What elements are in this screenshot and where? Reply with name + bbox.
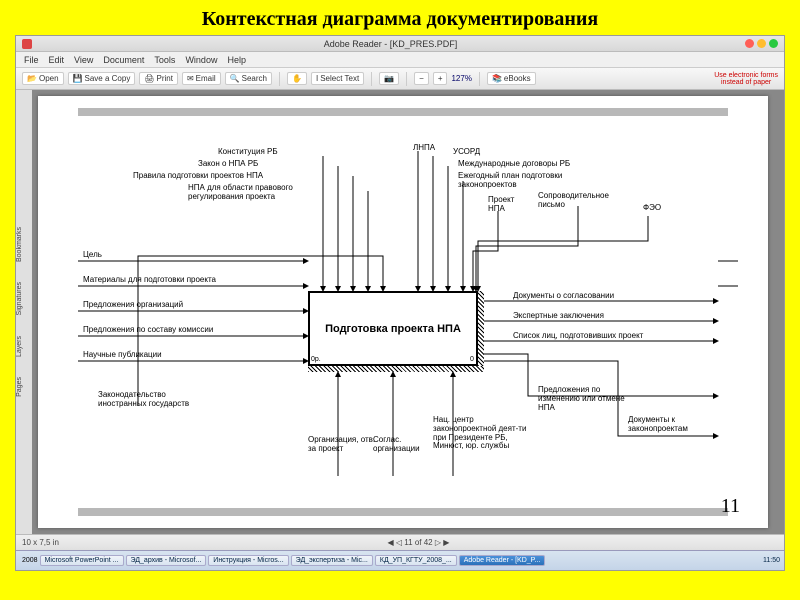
control-label: ЛНПА bbox=[413, 144, 435, 153]
page-number: 11 bbox=[721, 495, 740, 518]
titlebar: Adobe Reader - [KD_PRES.PDF] bbox=[16, 36, 784, 52]
clock: 11:50 bbox=[763, 557, 780, 564]
open-button[interactable]: 📂 Open bbox=[22, 72, 64, 85]
tab-signatures[interactable]: Signatures bbox=[16, 282, 32, 315]
control-label: НПА для области правового регулирования … bbox=[188, 184, 328, 202]
output-label: Список лиц, подготовивших проект bbox=[513, 332, 643, 341]
ebooks-button[interactable]: 📚 eBooks bbox=[487, 72, 536, 85]
app-window: Adobe Reader - [KD_PRES.PDF] File Edit V… bbox=[15, 35, 785, 571]
page-nav[interactable]: ◀ ◁ 11 of 42 ▷ ▶ bbox=[388, 538, 450, 547]
mechanism-label: Нац. центр законопроектной деят-ти при П… bbox=[433, 416, 533, 451]
arrows-svg bbox=[38, 96, 768, 528]
zoom-level[interactable]: 127% bbox=[451, 74, 471, 83]
save-button[interactable]: 💾 Save a Copy bbox=[68, 72, 136, 85]
menu-window[interactable]: Window bbox=[185, 55, 217, 65]
page-size: 10 x 7,5 in bbox=[22, 538, 59, 547]
tab-layers[interactable]: Layers bbox=[16, 336, 32, 357]
input-label: Цель bbox=[83, 251, 102, 260]
menubar: File Edit View Document Tools Window Hel… bbox=[16, 52, 784, 68]
control-label: Ежегодный план подготовки законопроектов bbox=[458, 172, 598, 190]
control-label: Международные договоры РБ bbox=[458, 160, 570, 169]
mechanism-label: Организация, отв. за проект bbox=[308, 436, 378, 454]
task-item[interactable]: ЭД_экспертиза - Mic... bbox=[291, 555, 373, 566]
tab-bookmarks[interactable]: Bookmarks bbox=[16, 227, 32, 262]
year: 2008 bbox=[22, 557, 38, 564]
control-label: Конституция РБ bbox=[218, 148, 278, 157]
control-label: Правила подготовки проектов НПА bbox=[133, 172, 263, 181]
menu-view[interactable]: View bbox=[74, 55, 93, 65]
output-label: Документы о согласовании bbox=[513, 292, 614, 301]
mechanism-label: Соглас. организации bbox=[373, 436, 433, 454]
taskbar: 2008 Microsoft PowerPoint ... ЭД_архив -… bbox=[16, 550, 784, 570]
select-text-button[interactable]: I Select Text bbox=[311, 72, 364, 85]
task-item[interactable]: Microsoft PowerPoint ... bbox=[40, 555, 124, 566]
hand-tool[interactable]: ✋ bbox=[287, 72, 307, 85]
task-item[interactable]: КД_УП_КГТУ_2008_... bbox=[375, 555, 457, 566]
task-item[interactable]: ЭД_архив - Microsof... bbox=[126, 555, 207, 566]
search-button[interactable]: 🔍 Search bbox=[225, 72, 272, 85]
zoom-out-button[interactable]: − bbox=[414, 72, 429, 85]
task-item-active[interactable]: Adobe Reader - [KD_P... bbox=[459, 555, 546, 566]
task-item[interactable]: Инструкция - Micros... bbox=[208, 555, 288, 566]
control-label: УСОРД bbox=[453, 148, 480, 157]
ad-banner[interactable]: Use electronic formsinstead of paper bbox=[714, 72, 778, 86]
toolbar: 📂 Open 💾 Save a Copy 🖨 Print ✉ Email 🔍 S… bbox=[16, 68, 784, 90]
close-icon[interactable] bbox=[22, 39, 32, 49]
output-label: Предложения по изменению или отмене НПА bbox=[538, 386, 638, 412]
output-label: Экспертные заключения bbox=[513, 312, 604, 321]
input-label: Предложения по составу комиссии bbox=[83, 326, 213, 335]
statusbar: 10 x 7,5 in ◀ ◁ 11 of 42 ▷ ▶ bbox=[16, 534, 784, 550]
input-label: Научные публикации bbox=[83, 351, 162, 360]
tab-pages[interactable]: Pages bbox=[16, 377, 32, 397]
menu-edit[interactable]: Edit bbox=[49, 55, 65, 65]
menu-tools[interactable]: Tools bbox=[154, 55, 175, 65]
output-label: Документы к законопроектам bbox=[628, 416, 718, 434]
print-button[interactable]: 🖨 Print bbox=[139, 72, 178, 85]
snapshot-button[interactable]: 📷 bbox=[379, 72, 399, 85]
slide-title: Контекстная диаграмма документирования bbox=[0, 0, 800, 35]
window-title: Adobe Reader - [KD_PRES.PDF] bbox=[36, 39, 745, 49]
window-controls[interactable] bbox=[745, 39, 778, 48]
control-label: Сопроводительное письмо bbox=[538, 192, 638, 210]
control-label: ФЭО bbox=[643, 204, 661, 213]
control-label: Законодательство иностранных государств bbox=[98, 391, 198, 409]
side-tabs: Bookmarks Signatures Layers Pages bbox=[16, 90, 32, 534]
idef0-diagram: Подготовка проекта НПА 0р. 0 bbox=[38, 96, 768, 528]
control-label: Проект НПА bbox=[488, 196, 528, 214]
email-button[interactable]: ✉ Email bbox=[182, 72, 221, 85]
pdf-page: Подготовка проекта НПА 0р. 0 bbox=[38, 96, 768, 528]
zoom-in-button[interactable]: + bbox=[433, 72, 448, 85]
menu-help[interactable]: Help bbox=[227, 55, 246, 65]
input-label: Предложения организаций bbox=[83, 301, 183, 310]
menu-file[interactable]: File bbox=[24, 55, 39, 65]
input-label: Материалы для подготовки проекта bbox=[83, 276, 216, 285]
control-label: Закон о НПА РБ bbox=[198, 160, 258, 169]
document-area: Bookmarks Signatures Layers Pages Подгот… bbox=[16, 90, 784, 534]
menu-document[interactable]: Document bbox=[103, 55, 144, 65]
